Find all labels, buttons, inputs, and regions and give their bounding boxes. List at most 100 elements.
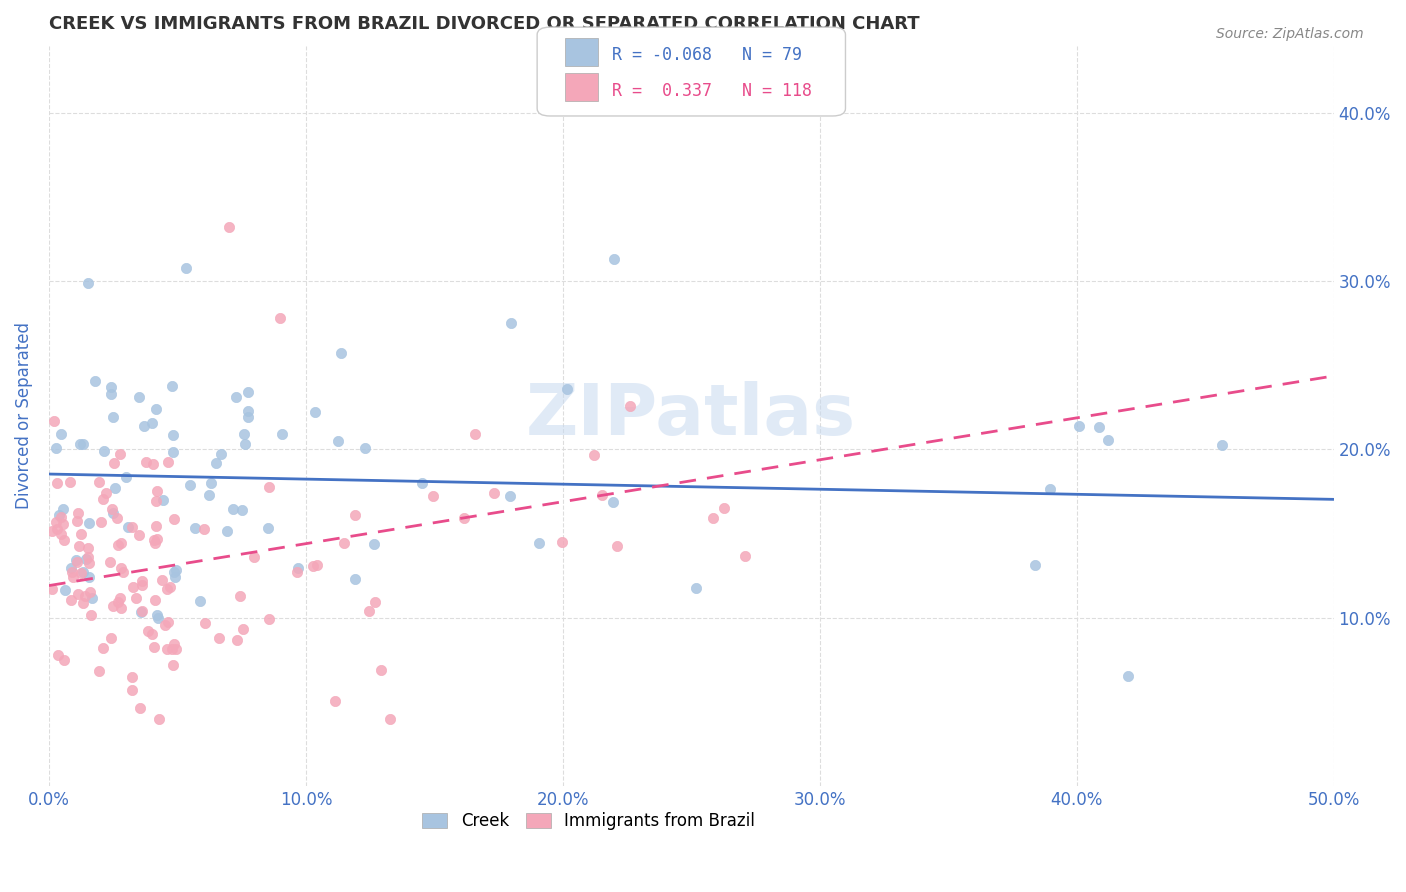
Point [143, 640, 166, 655]
Point [1211, 438, 1233, 452]
Point [41, 524, 63, 538]
Point [1087, 419, 1109, 434]
Point [160, 379, 183, 393]
Point [41, 582, 63, 597]
Point [685, 581, 707, 595]
Point [482, 485, 505, 500]
Point [145, 402, 167, 417]
Point [226, 633, 249, 648]
Point [1097, 433, 1119, 447]
Point [218, 220, 240, 235]
Point [135, 455, 157, 469]
Point [110, 535, 132, 549]
Point [238, 409, 260, 424]
Point [110, 561, 132, 575]
Point [156, 641, 179, 656]
Point [200, 476, 222, 491]
Point [208, 631, 231, 645]
FancyBboxPatch shape [565, 73, 598, 101]
Point [60, 565, 83, 579]
Point [603, 252, 626, 267]
Point [174, 261, 197, 276]
Point [411, 475, 433, 490]
Point [94, 486, 117, 500]
Point [67, 587, 90, 601]
Point [501, 316, 523, 330]
Point [1067, 418, 1090, 433]
Point [145, 532, 167, 546]
Point [156, 582, 179, 596]
Point [233, 427, 256, 442]
Point [257, 612, 280, 626]
Point [209, 447, 232, 461]
Point [65, 553, 87, 567]
Point [453, 511, 475, 525]
Point [49, 426, 72, 441]
Point [53, 583, 76, 598]
Point [307, 558, 329, 572]
Point [59, 593, 82, 607]
Point [378, 711, 401, 725]
Point [77, 556, 100, 570]
Point [66, 514, 89, 528]
Point [162, 658, 184, 673]
Legend: Creek, Immigrants from Brazil: Creek, Immigrants from Brazil [416, 805, 762, 837]
Point [103, 456, 125, 470]
Point [142, 457, 165, 471]
Point [165, 641, 187, 656]
Point [363, 537, 385, 551]
Point [129, 701, 152, 715]
Point [527, 535, 550, 549]
Point [160, 641, 183, 656]
Point [323, 694, 346, 708]
Point [232, 622, 254, 636]
Point [330, 345, 353, 359]
Point [150, 573, 173, 587]
Text: R =  0.337   N = 118: R = 0.337 N = 118 [612, 82, 811, 100]
Point [121, 670, 143, 684]
Point [146, 611, 169, 625]
Point [98, 555, 121, 569]
Point [328, 434, 350, 448]
Point [193, 522, 215, 536]
Point [364, 595, 387, 609]
Point [141, 627, 163, 641]
Point [103, 507, 125, 521]
Point [59, 475, 82, 490]
Point [163, 570, 186, 584]
Point [77, 276, 100, 290]
Point [162, 565, 184, 579]
Point [464, 427, 486, 442]
Point [131, 574, 153, 588]
Point [87, 665, 110, 679]
Point [555, 382, 578, 396]
Point [1039, 482, 1062, 496]
Text: CREEK VS IMMIGRANTS FROM BRAZIL DIVORCED OR SEPARATED CORRELATION CHART: CREEK VS IMMIGRANTS FROM BRAZIL DIVORCED… [49, 15, 920, 33]
Point [148, 711, 170, 725]
Point [48, 508, 70, 523]
Point [115, 470, 138, 484]
Text: ZIPatlas: ZIPatlas [526, 381, 856, 450]
Point [422, 489, 444, 503]
Point [108, 447, 131, 461]
Point [583, 448, 606, 462]
Point [591, 487, 613, 501]
Point [145, 494, 167, 508]
Point [128, 390, 150, 404]
Point [45, 522, 67, 536]
Point [72, 596, 94, 610]
Point [287, 560, 309, 574]
Point [100, 631, 122, 645]
Point [80, 591, 103, 605]
Point [46, 648, 69, 662]
Point [138, 624, 160, 639]
Point [77, 569, 100, 583]
Point [285, 565, 308, 579]
Point [51, 527, 73, 541]
Point [602, 494, 624, 508]
Point [131, 604, 153, 618]
Point [110, 591, 132, 605]
Point [44, 516, 66, 530]
Point [343, 572, 366, 586]
Text: R = -0.068   N = 79: R = -0.068 N = 79 [612, 46, 801, 64]
